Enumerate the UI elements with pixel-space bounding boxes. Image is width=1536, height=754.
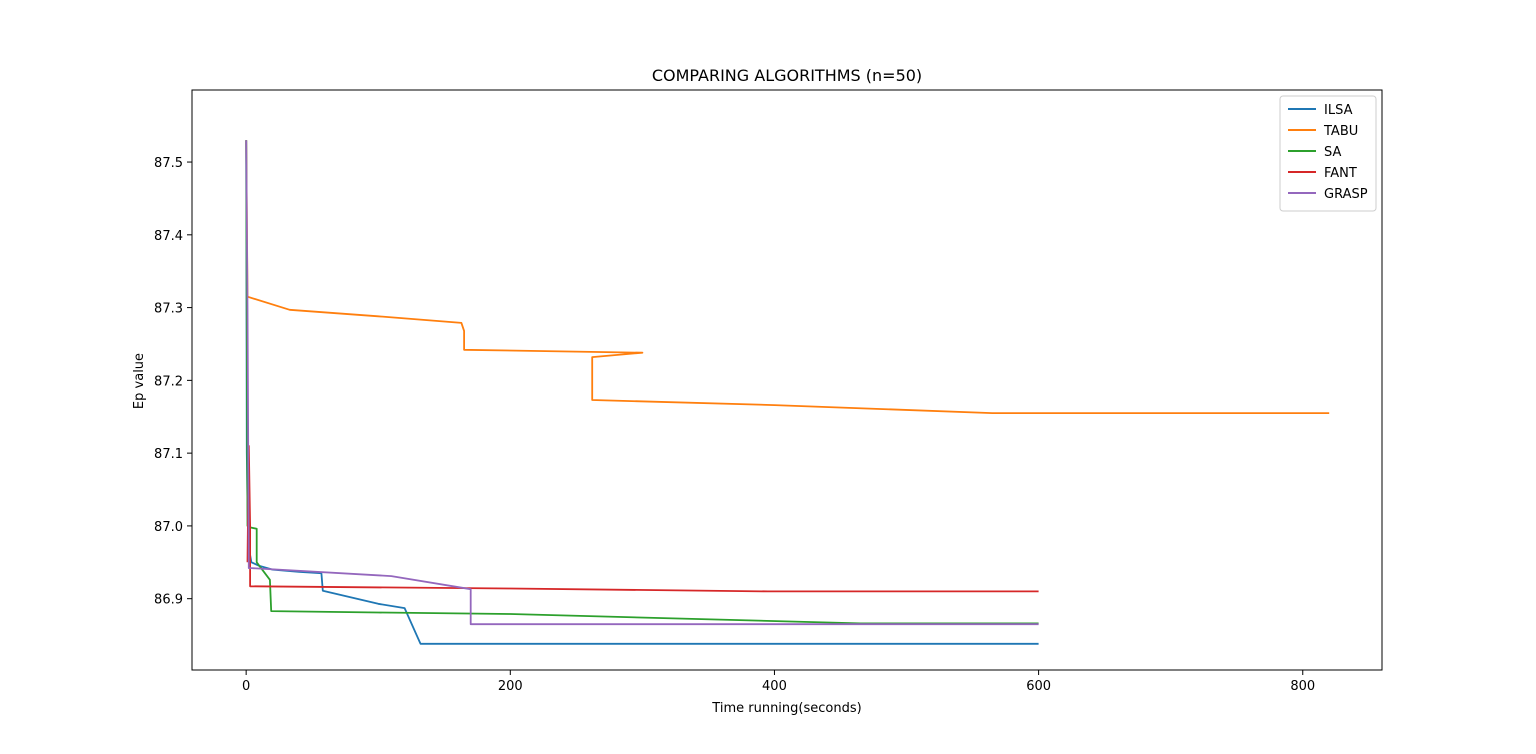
y-axis: 86.9 87.0 87.1 87.2 87.3 87.4 87.5 (154, 156, 192, 608)
legend-box (1279, 95, 1377, 212)
legend-label-sa: SA (1324, 145, 1341, 160)
x-axis: 0 200 400 600 800 (242, 670, 1315, 694)
legend-label-ilsa: ILSA (1324, 103, 1353, 118)
y-tick-label: 87.5 (154, 156, 183, 171)
x-tick-label: 400 (762, 679, 787, 694)
y-tick-label: 86.9 (154, 593, 183, 608)
plot-area (245, 140, 1330, 645)
chart-title: COMPARING ALGORITHMS (n=50) (652, 66, 922, 85)
legend-label-grasp: GRASP (1324, 187, 1368, 202)
y-tick-label: 87.2 (154, 374, 183, 389)
legend-label-tabu: TABU (1323, 124, 1358, 139)
legend-label-fant: FANT (1324, 166, 1357, 181)
legend: ILSA TABU SA FANT GRASP (1279, 95, 1377, 212)
y-tick-label: 87.3 (154, 302, 183, 317)
x-tick-label: 800 (1290, 679, 1315, 694)
y-tick-label: 87.4 (154, 229, 183, 244)
x-tick-label: 200 (498, 679, 523, 694)
y-axis-title: Ep value (132, 353, 147, 409)
y-tick-label: 87.1 (154, 447, 183, 462)
x-axis-title: Time running(seconds) (711, 701, 861, 716)
x-tick-label: 0 (242, 679, 250, 694)
series-line-tabu (245, 140, 1330, 415)
x-tick-label: 600 (1026, 679, 1051, 694)
y-tick-label: 87.0 (154, 520, 183, 535)
series-line-grasp (245, 140, 1039, 626)
